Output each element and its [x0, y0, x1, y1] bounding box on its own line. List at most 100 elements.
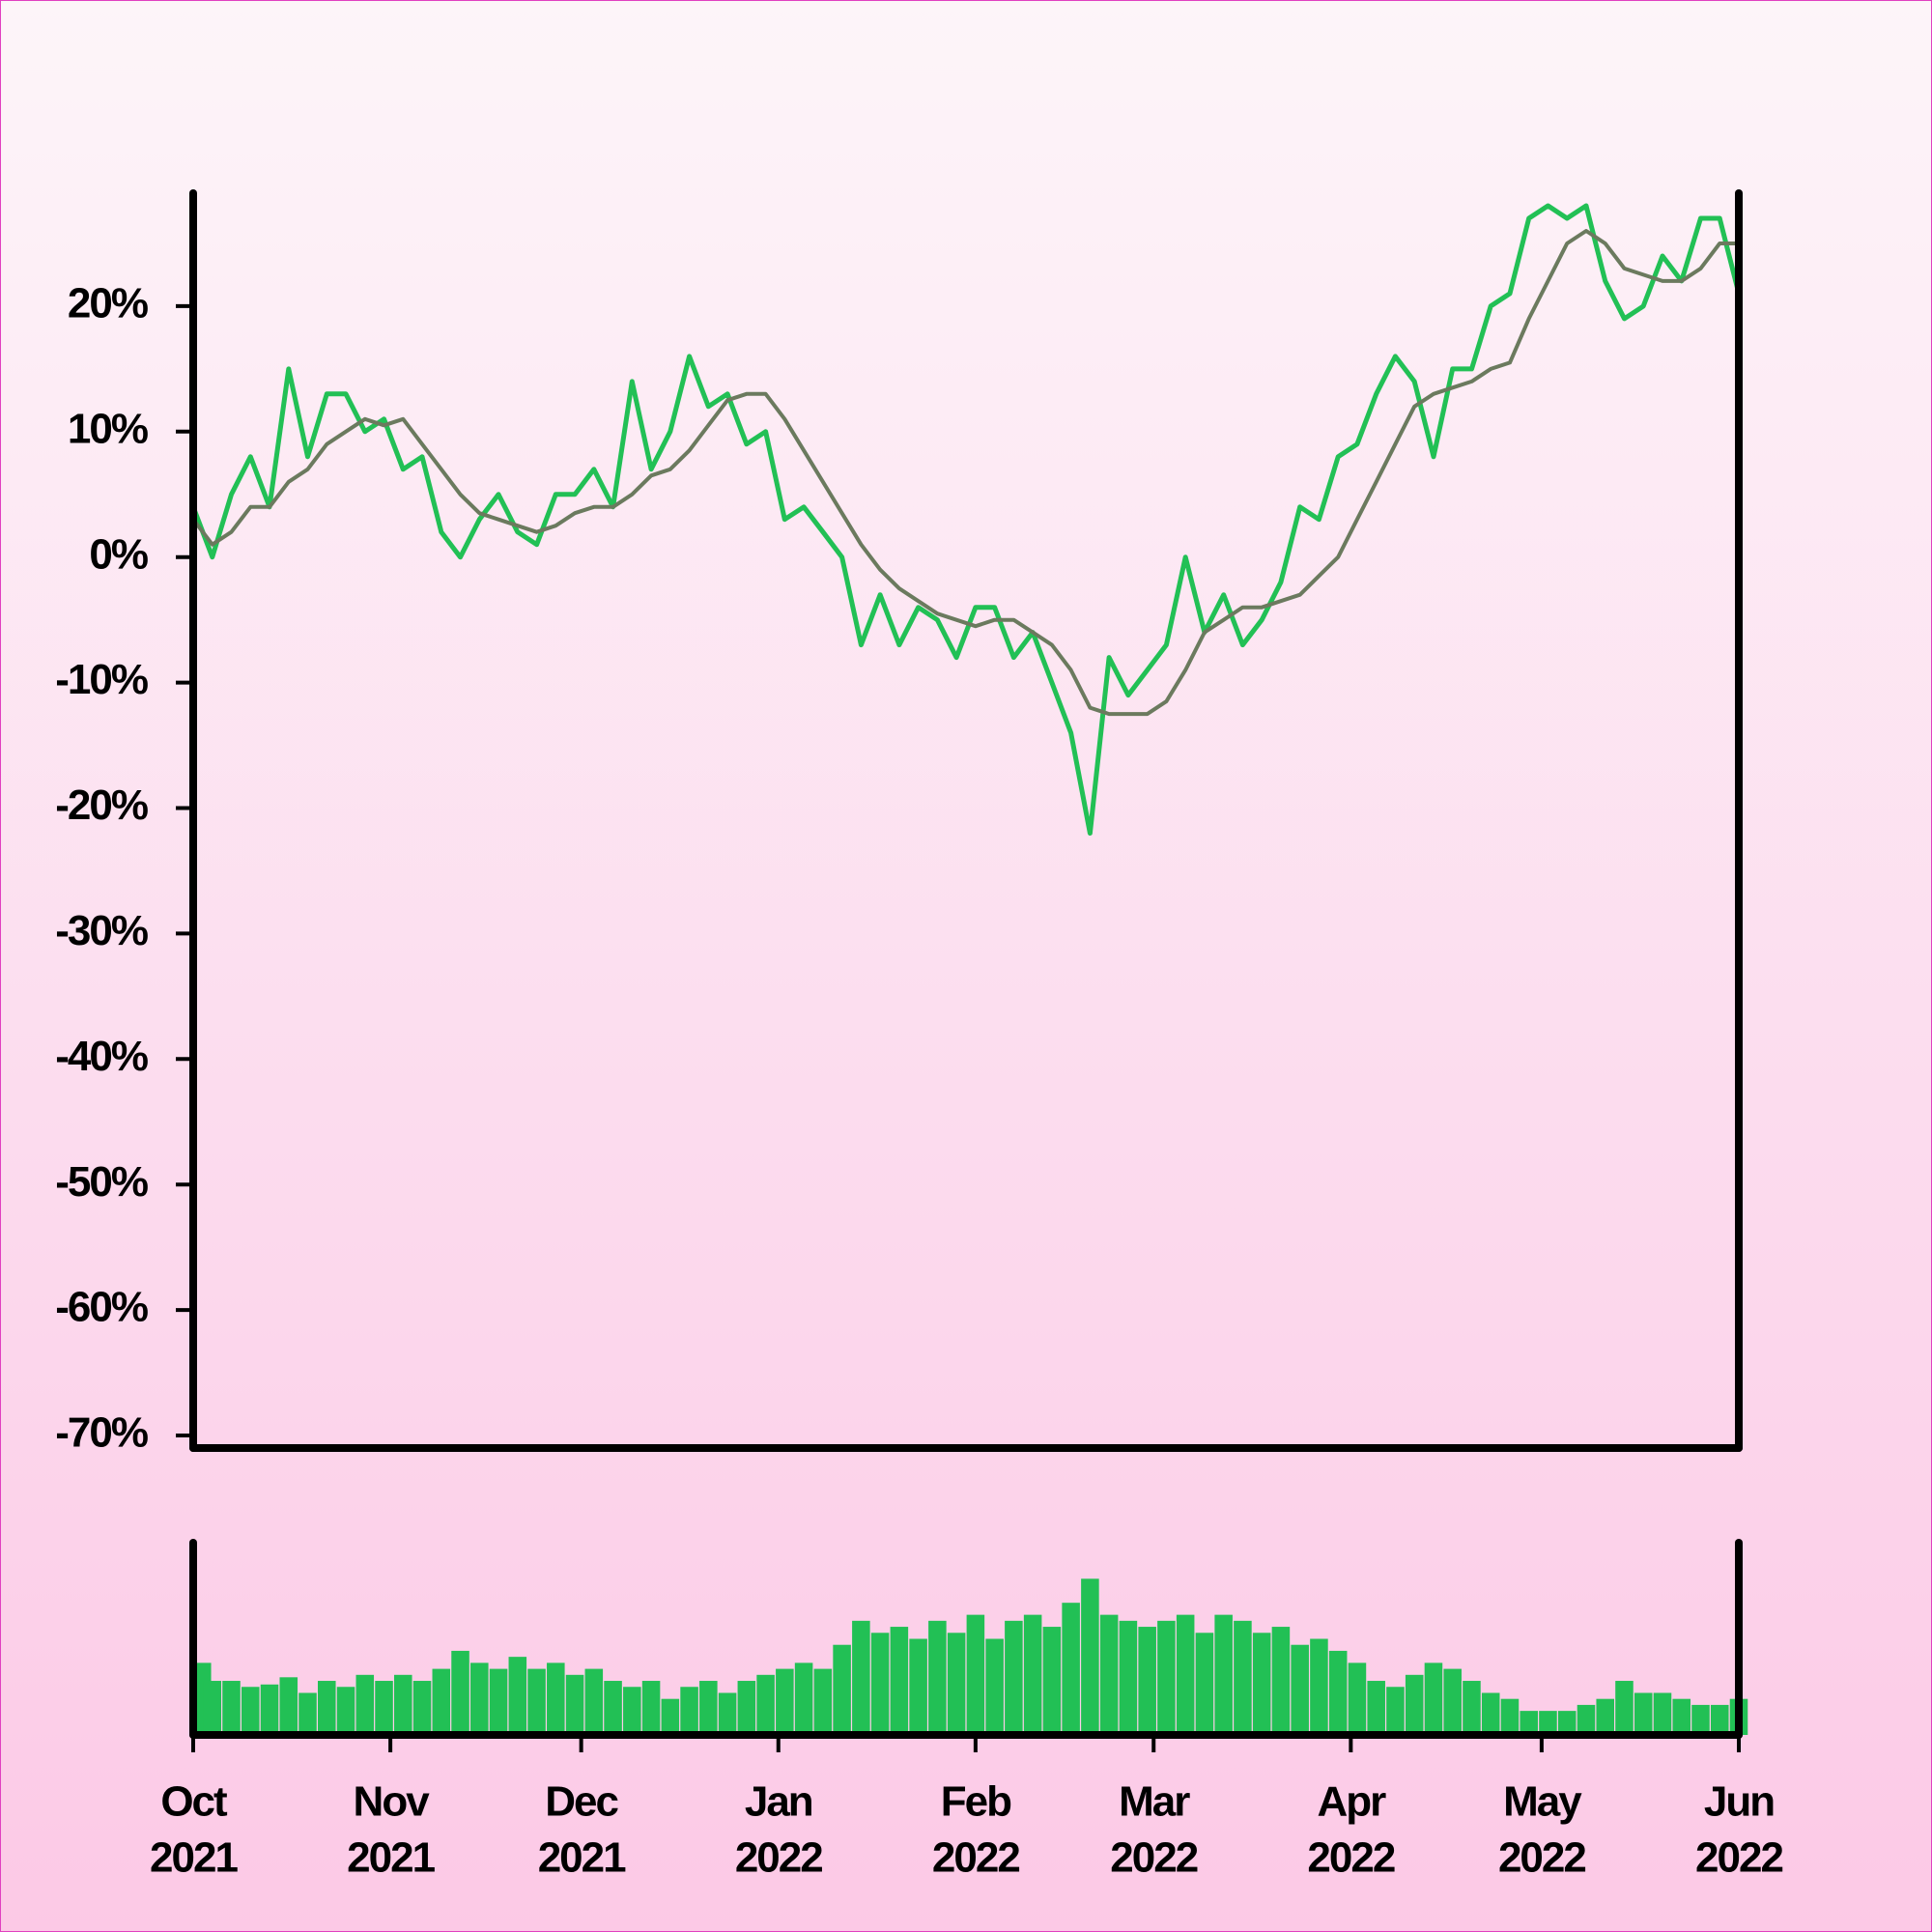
- volume-bar: [756, 1674, 775, 1735]
- volume-bar: [699, 1681, 718, 1735]
- volume-bar: [260, 1684, 279, 1735]
- volume-bar: [203, 1681, 222, 1735]
- volume-bar: [909, 1638, 927, 1735]
- x-tick-label: May: [1503, 1778, 1582, 1826]
- volume-bar: [718, 1692, 737, 1735]
- volume-bar: [1328, 1650, 1348, 1735]
- y-tick-label: -60%: [55, 1284, 148, 1331]
- volume-bar: [1596, 1698, 1614, 1735]
- volume-bar: [852, 1620, 870, 1735]
- volume-bar: [966, 1614, 985, 1735]
- x-tick-label: 2022: [932, 1834, 1019, 1882]
- x-tick-label: Jan: [745, 1778, 812, 1826]
- volume-bar: [1367, 1681, 1385, 1735]
- volume-bar: [1005, 1620, 1023, 1735]
- y-tick-label: 0%: [89, 530, 147, 578]
- volume-bar: [1443, 1668, 1462, 1735]
- volume-bar: [375, 1681, 393, 1735]
- volume-bar: [1520, 1711, 1538, 1735]
- volume-bar: [737, 1681, 756, 1735]
- volume-bar: [1081, 1578, 1099, 1735]
- volume-bar: [1653, 1692, 1672, 1735]
- volume-bar: [279, 1677, 298, 1735]
- volume-bar: [1252, 1633, 1271, 1735]
- x-tick-label: 2021: [150, 1834, 238, 1882]
- series-line: [190, 203, 1742, 836]
- volume-bar: [355, 1674, 375, 1735]
- volume-bar: [1062, 1603, 1080, 1735]
- volume-bar: [470, 1662, 489, 1735]
- volume-bar: [508, 1657, 527, 1735]
- x-tick-label: 2021: [538, 1834, 626, 1882]
- x-tick-label: 2021: [347, 1834, 435, 1882]
- volume-bar: [412, 1681, 432, 1735]
- volume-bar: [1138, 1627, 1156, 1735]
- volume-bar: [641, 1681, 661, 1735]
- y-tick-label: 20%: [68, 280, 148, 327]
- volume-bar: [222, 1681, 241, 1735]
- x-tick-label: 2022: [1498, 1834, 1585, 1882]
- volume-bar: [680, 1687, 698, 1735]
- volume-bar: [1615, 1681, 1634, 1735]
- volume-bar: [1119, 1620, 1138, 1735]
- volume-bar: [661, 1698, 680, 1735]
- volume-bar: [298, 1692, 317, 1735]
- volume-bar: [1557, 1711, 1577, 1735]
- volume-bar: [1176, 1614, 1195, 1735]
- x-tick-label: 2022: [1110, 1834, 1197, 1882]
- volume-bar: [813, 1668, 833, 1735]
- volume-bar: [1214, 1614, 1233, 1735]
- y-tick-label: 10%: [68, 405, 148, 452]
- y-tick-label: -20%: [55, 781, 148, 829]
- y-tick-label: -30%: [55, 907, 148, 954]
- volume-bar: [1463, 1681, 1481, 1735]
- volume-bar: [870, 1633, 890, 1735]
- x-tick-label: Dec: [545, 1778, 618, 1826]
- volume-bar: [623, 1687, 641, 1735]
- x-tick-label: 2022: [735, 1834, 822, 1882]
- volume-bar: [794, 1662, 813, 1735]
- volume-bar: [1271, 1627, 1291, 1735]
- x-tick-label: Oct: [160, 1778, 228, 1826]
- x-tick-label: Nov: [354, 1778, 431, 1826]
- x-tick-label: Apr: [1317, 1778, 1386, 1826]
- volume-bar: [890, 1627, 909, 1735]
- volume-bar: [1291, 1644, 1309, 1735]
- volume-bar: [1405, 1674, 1424, 1735]
- volume-bar: [584, 1668, 604, 1735]
- volume-bar: [1710, 1704, 1729, 1735]
- volume-bar: [432, 1668, 451, 1735]
- volume-bar: [1672, 1698, 1691, 1735]
- volume-bar: [985, 1638, 1004, 1735]
- volume-bar: [394, 1674, 412, 1735]
- volume-bar: [1634, 1692, 1653, 1735]
- volume-bar: [451, 1650, 469, 1735]
- volume-bar: [1348, 1662, 1367, 1735]
- y-tick-label: -10%: [55, 656, 148, 703]
- volume-bar: [1481, 1692, 1500, 1735]
- x-tick-label: 2022: [1695, 1834, 1782, 1882]
- volume-bar: [241, 1687, 260, 1735]
- y-tick-label: -70%: [55, 1409, 148, 1457]
- volume-bar: [776, 1668, 794, 1735]
- volume-bar: [1539, 1711, 1557, 1735]
- volume-bar: [1099, 1614, 1119, 1735]
- volume-bar: [318, 1681, 336, 1735]
- volume-bar: [1023, 1614, 1042, 1735]
- volume-bar: [527, 1668, 546, 1735]
- volume-bar: [1386, 1687, 1405, 1735]
- volume-bar: [565, 1674, 584, 1735]
- volume-bar: [1157, 1620, 1176, 1735]
- volume-bar: [947, 1633, 966, 1735]
- volume-bar: [1691, 1704, 1710, 1735]
- x-tick-label: 2022: [1307, 1834, 1394, 1882]
- volume-bar: [1195, 1633, 1214, 1735]
- volume-bar: [1310, 1638, 1328, 1735]
- y-tick-label: -40%: [55, 1033, 148, 1080]
- volume-bar: [1424, 1662, 1443, 1735]
- x-tick-label: Feb: [941, 1778, 1011, 1826]
- volume-bar: [1042, 1627, 1062, 1735]
